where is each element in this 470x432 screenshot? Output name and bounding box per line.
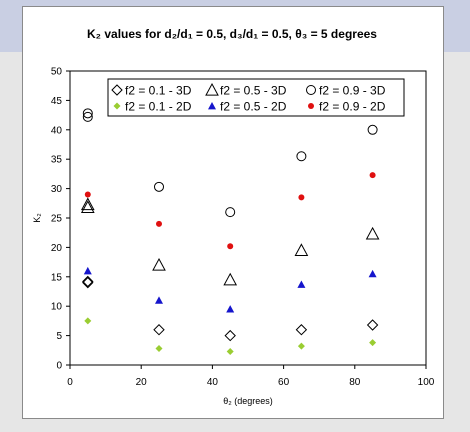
x-tick-label: 100	[418, 377, 435, 388]
legend-label: f2 = 0.5 - 2D	[220, 100, 287, 114]
data-point	[295, 324, 308, 336]
legend-items: f2 = 0.1 - 3D f2 = 0.5 - 3D f2 = 0.9 - 3D f…	[111, 82, 386, 114]
data-point	[82, 111, 93, 122]
y-tick-label: 30	[51, 184, 63, 195]
y-tick-label: 15	[51, 272, 63, 283]
data-point	[82, 276, 94, 289]
x-tick-label: 20	[136, 377, 148, 388]
data-point	[82, 108, 93, 119]
legend-label: f2 = 0.9 - 3D	[319, 84, 386, 98]
legend-label: f2 = 0.1 - 2D	[125, 100, 192, 114]
legend-marker	[208, 102, 216, 110]
data-point	[226, 347, 234, 355]
data-point	[297, 280, 306, 288]
y-tick-label: 0	[56, 361, 62, 372]
data-point	[296, 151, 307, 162]
y-axis-label: K₂	[32, 213, 42, 223]
y-tick-label: 45	[51, 96, 63, 107]
data-point	[368, 269, 377, 278]
y-tick-label: 35	[51, 155, 63, 166]
y-tick-label: 5	[56, 331, 62, 342]
data-marks	[80, 108, 380, 355]
data-point	[366, 319, 379, 331]
y-tick-label: 50	[51, 67, 63, 78]
data-point	[154, 181, 164, 192]
y-tick-label: 20	[51, 243, 63, 254]
data-point	[80, 200, 95, 214]
data-point	[227, 243, 234, 250]
x-tick-label: 80	[349, 377, 361, 388]
legend-marker	[113, 102, 121, 110]
data-point	[225, 207, 236, 218]
legend-label: f2 = 0.5 - 3D	[220, 84, 287, 98]
data-point	[297, 342, 305, 350]
axes: 0 20 40 60 80 100 0 5 10 15 20 25 30 35 40 45 50	[51, 67, 435, 389]
legend-marker	[205, 82, 219, 96]
legend-marker	[308, 103, 314, 109]
data-point	[226, 305, 235, 313]
legend-marker	[306, 85, 316, 95]
data-point	[365, 226, 380, 240]
data-point	[83, 266, 92, 275]
legend	[107, 78, 405, 117]
data-point	[369, 172, 376, 179]
data-point	[155, 345, 163, 353]
y-tick-label: 40	[51, 125, 63, 136]
legend-label: f2 = 0.9 - 2D	[319, 100, 386, 114]
legend-marker	[111, 84, 123, 96]
x-tick-label: 0	[67, 377, 73, 388]
chart-title: K₂ values for d₂/d₁ = 0.5, d₃/d₁ = 0.5, …	[87, 27, 377, 41]
data-point	[80, 197, 95, 211]
legend-label: f2 = 0.1 - 3D	[125, 84, 192, 98]
data-point	[298, 194, 305, 201]
data-point	[84, 317, 92, 325]
data-point	[156, 220, 162, 227]
data-point	[294, 243, 309, 256]
x-tick-label: 40	[207, 377, 219, 388]
y-tick-label: 25	[51, 214, 63, 225]
x-tick-label: 60	[278, 377, 290, 388]
data-point	[155, 296, 163, 304]
data-point	[82, 275, 94, 288]
data-point	[224, 329, 236, 342]
y-tick-label: 10	[51, 302, 63, 313]
data-point	[223, 272, 238, 286]
data-point	[153, 324, 165, 336]
plot-area	[69, 70, 427, 366]
data-point	[84, 191, 91, 198]
data-point	[152, 257, 166, 271]
data-point	[367, 124, 378, 135]
data-point	[369, 339, 377, 347]
x-axis-label: θ₂ (degrees)	[223, 396, 273, 406]
